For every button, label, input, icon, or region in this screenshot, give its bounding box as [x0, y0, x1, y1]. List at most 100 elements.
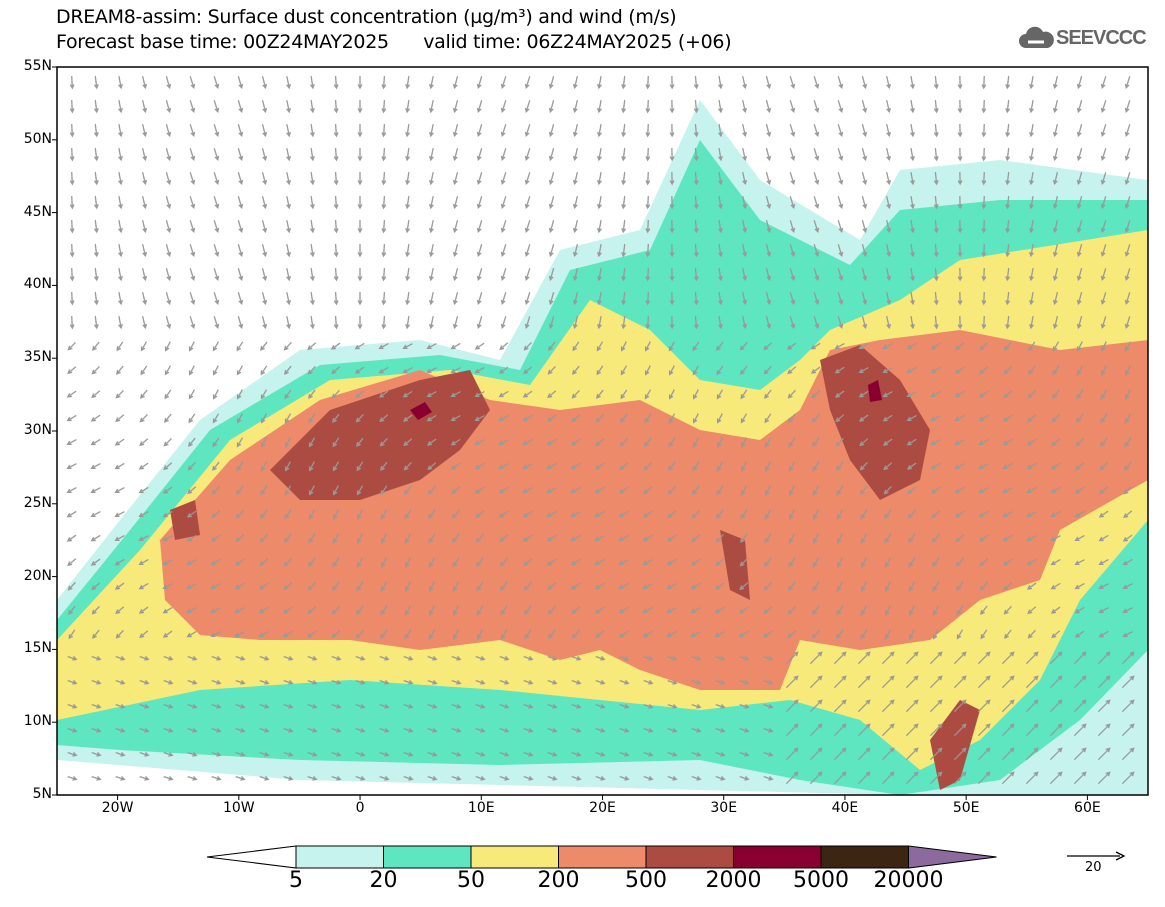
wind-arrow	[93, 291, 99, 306]
wind-arrow	[118, 243, 123, 258]
wind-arrow	[666, 583, 677, 590]
wind-arrow	[498, 366, 509, 374]
wind-arrow	[667, 751, 678, 757]
wind-arrow	[381, 291, 387, 306]
wind-arrow	[286, 315, 292, 330]
wind-arrow	[307, 581, 316, 591]
wind-arrow	[1002, 414, 1013, 422]
wind-arrow	[572, 244, 579, 258]
wind-arrow	[186, 607, 197, 614]
wind-arrow	[91, 727, 102, 733]
wind-arrow	[165, 172, 172, 186]
wind-arrow	[500, 244, 507, 258]
wind-arrow	[957, 99, 963, 114]
wind-arrow	[381, 99, 387, 114]
wind-arrow	[405, 267, 411, 282]
wind-arrow	[669, 75, 675, 90]
wind-arrow	[162, 583, 173, 590]
wind-arrow	[476, 316, 483, 330]
wind-arrow	[956, 605, 964, 616]
wind-arrow	[452, 629, 459, 640]
wind-arrow	[355, 751, 366, 757]
wind-arrow	[886, 196, 892, 210]
wind-arrow	[286, 123, 292, 138]
wind-arrow	[1124, 268, 1131, 282]
wind-arrow	[645, 315, 651, 330]
wind-arrow	[524, 244, 531, 258]
wind-arrow	[643, 679, 654, 685]
wind-arrow	[933, 75, 939, 90]
wind-arrow	[1052, 316, 1059, 330]
wind-arrow	[618, 510, 629, 518]
wind-arrow	[164, 413, 172, 423]
wind-arrow	[860, 509, 868, 520]
wind-arrow	[692, 341, 700, 352]
lon-label: 40E	[831, 800, 859, 816]
wind-arrow	[740, 437, 747, 448]
wind-arrow	[261, 148, 268, 162]
wind-arrow	[813, 244, 820, 258]
wind-arrow	[716, 413, 723, 424]
wind-arrow	[68, 629, 76, 640]
wind-arrow	[523, 366, 533, 375]
wind-reference-arrow	[1067, 851, 1126, 861]
wind-arrow	[860, 485, 868, 496]
wind-arrow	[547, 679, 558, 685]
wind-arrow	[427, 655, 438, 661]
wind-arrow	[1124, 341, 1132, 352]
wind-arrow	[813, 268, 820, 282]
wind-arrow	[163, 679, 174, 685]
wind-arrow	[763, 342, 773, 351]
wind-arrow	[91, 775, 102, 781]
wind-arrow	[69, 171, 75, 186]
wind-arrow	[692, 485, 700, 495]
wind-arrow	[118, 171, 123, 186]
wind-arrow	[405, 291, 411, 306]
wind-arrow	[762, 630, 773, 638]
wind-arrow	[1100, 389, 1108, 400]
wind-arrow	[259, 655, 270, 661]
wind-arrow	[886, 292, 892, 306]
wind-arrow	[594, 559, 605, 566]
wind-arrow	[210, 558, 221, 566]
colorbar-label: 2000	[705, 868, 762, 893]
wind-arrow	[978, 439, 989, 446]
wind-arrow	[619, 727, 630, 733]
wind-arrow	[979, 558, 989, 567]
lon-label: 50E	[952, 800, 980, 816]
wind-arrow	[1049, 747, 1063, 761]
wind-arrow	[522, 510, 533, 518]
wind-arrow	[981, 75, 987, 90]
wind-arrow	[163, 751, 174, 757]
wind-arrow	[594, 462, 605, 470]
wind-arrow	[666, 558, 677, 566]
wind-arrow	[309, 99, 315, 114]
wind-arrow	[765, 76, 772, 90]
wind-arrow	[500, 100, 507, 114]
wind-arrow	[739, 727, 750, 733]
wind-arrow	[1025, 675, 1039, 689]
wind-arrow	[380, 485, 388, 496]
wind-arrow	[474, 486, 485, 494]
wind-arrow	[742, 196, 748, 210]
wind-arrow	[426, 391, 437, 398]
wind-arrow	[1076, 124, 1083, 138]
wind-arrow	[933, 171, 939, 186]
wind-arrow	[260, 461, 268, 472]
wind-arrow	[1074, 486, 1085, 494]
wind-arrow	[260, 341, 268, 352]
wind-arrow	[1098, 630, 1109, 638]
wind-arrow	[284, 437, 291, 448]
wind-arrow	[905, 747, 919, 761]
wind-arrow	[1005, 75, 1011, 90]
wind-arrow	[1100, 437, 1108, 447]
wind-arrow	[643, 461, 652, 471]
wind-arrow	[284, 485, 292, 496]
wind-arrow	[957, 75, 963, 90]
colorbar-label: 200	[537, 868, 580, 893]
wind-arrow	[570, 535, 581, 542]
wind-arrow	[930, 391, 941, 398]
wind-arrow	[309, 171, 315, 186]
wind-arrow	[308, 557, 316, 567]
wind-arrow	[474, 415, 485, 422]
